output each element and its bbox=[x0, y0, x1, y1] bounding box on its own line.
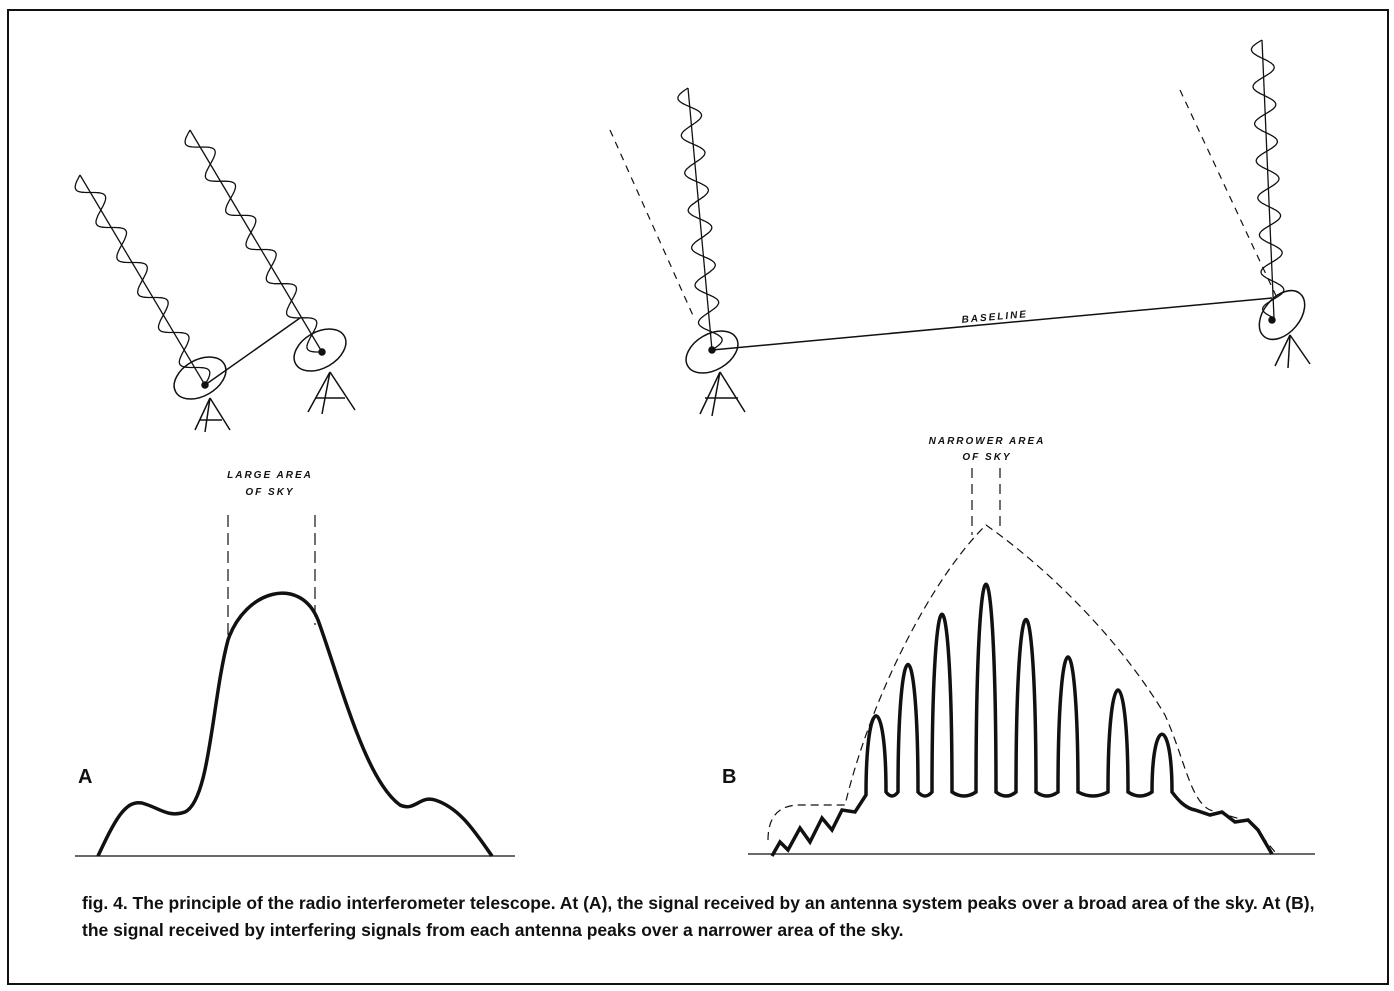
panel-label: A bbox=[78, 766, 92, 788]
panel-b bbox=[748, 468, 1315, 857]
caption: fig. 4. The principle of the radio inter… bbox=[82, 893, 1315, 940]
ray bbox=[1261, 39, 1275, 319]
radio-waves bbox=[74, 39, 1285, 386]
ray bbox=[189, 129, 323, 353]
wave bbox=[1250, 39, 1285, 319]
annotation: OF SKY bbox=[962, 452, 1011, 463]
annotation: NARROWER AREA bbox=[929, 436, 1046, 447]
wave bbox=[184, 129, 322, 353]
antennas-right bbox=[609, 89, 1311, 417]
ray bbox=[687, 87, 713, 351]
annotation: LARGE AREA bbox=[227, 470, 313, 481]
annotation: OF SKY bbox=[245, 487, 294, 498]
panel-a bbox=[75, 515, 515, 858]
ray bbox=[79, 174, 206, 386]
panel-label: B bbox=[722, 766, 736, 788]
frame bbox=[7, 9, 1389, 985]
antennas-left bbox=[173, 317, 356, 433]
